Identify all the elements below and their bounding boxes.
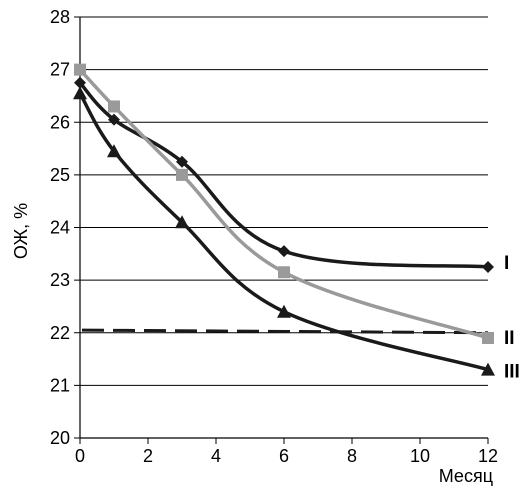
y-tick-label: 23 (50, 270, 70, 290)
x-axis-title: Месяц (439, 466, 493, 486)
series-layer (78, 67, 490, 372)
y-tick-label: 20 (50, 428, 70, 448)
y-tick-label: 28 (50, 7, 70, 27)
data-point-III-12 (481, 362, 495, 376)
data-point-III-0 (73, 86, 87, 100)
data-point-II-12 (482, 332, 494, 345)
y-axis-title: ОЖ, % (11, 203, 31, 259)
data-point-I-0 (74, 76, 86, 89)
grid (80, 16, 488, 386)
data-point-II-0 (74, 63, 86, 76)
marker-layer (73, 63, 495, 376)
x-tick-label: 8 (347, 446, 357, 466)
x-tick-label: 2 (143, 446, 153, 466)
reference-dashed-line (81, 328, 489, 335)
data-point-III-3 (175, 215, 189, 229)
y-tick-label: 24 (50, 218, 70, 238)
data-point-I-12 (482, 260, 494, 273)
x-tick-label: 0 (75, 446, 85, 466)
axes (74, 16, 489, 444)
y-tick-label: 22 (50, 323, 70, 343)
data-point-I-3 (176, 155, 188, 168)
reference-line-layer (81, 328, 489, 335)
series-line-II (78, 67, 490, 340)
data-point-I-6 (278, 245, 290, 258)
data-point-II-1 (108, 100, 120, 113)
data-point-III-6 (277, 304, 291, 318)
series-line-III (78, 91, 490, 372)
x-tick-label: 6 (279, 446, 289, 466)
series-label-III: III (504, 362, 520, 383)
y-tick-label: 25 (50, 165, 70, 185)
y-tick-label: 26 (50, 112, 70, 132)
data-point-II-6 (278, 266, 290, 279)
y-tick-label: 27 (50, 60, 70, 80)
x-tick-label: 4 (211, 446, 221, 466)
data-point-III-1 (107, 144, 121, 158)
data-point-I-1 (108, 113, 120, 126)
data-point-II-3 (176, 168, 188, 181)
series-label-II: II (504, 328, 515, 349)
x-tick-label: 12 (478, 446, 498, 466)
x-tick-label: 10 (410, 446, 430, 466)
series-label-I: I (504, 253, 509, 274)
y-tick-label: 21 (50, 375, 70, 395)
